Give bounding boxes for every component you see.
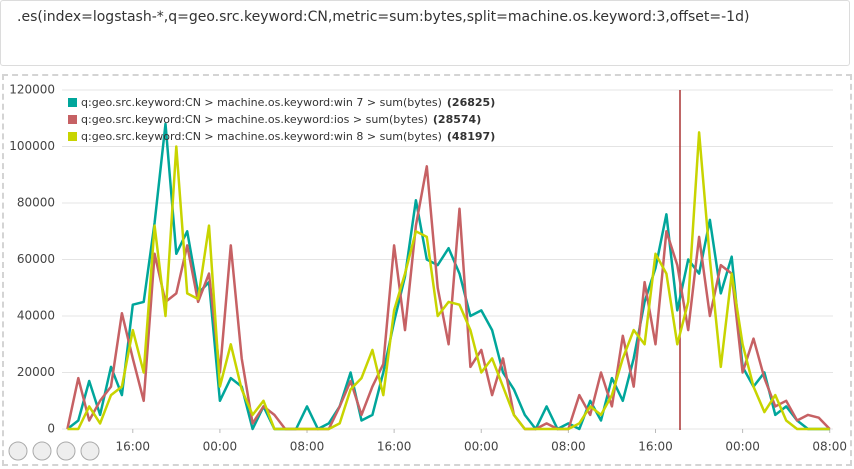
x-tick-label: 08:00: [290, 440, 325, 454]
y-tick-label: 120000: [9, 83, 55, 97]
x-tick-label: 16:00: [377, 440, 412, 454]
x-tick-label: 08:00: [551, 440, 586, 454]
series-line: [66, 165, 831, 431]
legend-entry: q:geo.src.keyword:CN > machine.os.keywor…: [81, 96, 495, 109]
x-tick-label: 08:00: [812, 440, 847, 454]
y-tick-label: 0: [47, 422, 55, 436]
legend-value: (26825): [447, 96, 495, 109]
x-tick-label: 00:00: [203, 440, 238, 454]
query-text: .es(index=logstash-*,q=geo.src.keyword:C…: [17, 9, 750, 25]
legend-value: (28574): [433, 113, 481, 126]
series-line: [66, 122, 830, 431]
x-tick-label: 16:00: [638, 440, 673, 454]
legend-swatch: [68, 132, 77, 141]
legend-swatch: [68, 115, 77, 124]
series-line: [67, 131, 830, 431]
y-tick-label: 40000: [17, 309, 55, 323]
zoom-out[interactable]: [32, 441, 52, 461]
legend-swatch: [68, 98, 77, 107]
y-tick-label: 60000: [17, 252, 55, 266]
legend: q:geo.src.keyword:CN > machine.os.keywor…: [68, 96, 495, 143]
x-tick-label: 16:00: [115, 440, 150, 454]
y-tick-label: 80000: [17, 196, 55, 210]
x-tick-label: 00:00: [464, 440, 499, 454]
legend-entry: q:geo.src.keyword:CN > machine.os.keywor…: [81, 113, 481, 126]
chart-panel: [2, 74, 852, 466]
legend-name: q:geo.src.keyword:CN > machine.os.keywor…: [81, 96, 442, 109]
y-tick-label: 100000: [9, 139, 55, 153]
legend-name: q:geo.src.keyword:CN > machine.os.keywor…: [81, 130, 442, 143]
pan[interactable]: [56, 441, 76, 461]
x-tick-label: 00:00: [725, 440, 760, 454]
legend-entry: q:geo.src.keyword:CN > machine.os.keywor…: [81, 130, 495, 143]
query-input[interactable]: .es(index=logstash-*,q=geo.src.keyword:C…: [0, 0, 850, 66]
zoom-reset[interactable]: [8, 441, 28, 461]
legend-name: q:geo.src.keyword:CN > machine.os.keywor…: [81, 113, 428, 126]
zoom-in[interactable]: [80, 441, 100, 461]
legend-value: (48197): [447, 130, 495, 143]
zoom-controls: [8, 441, 100, 461]
y-tick-label: 20000: [17, 365, 55, 379]
